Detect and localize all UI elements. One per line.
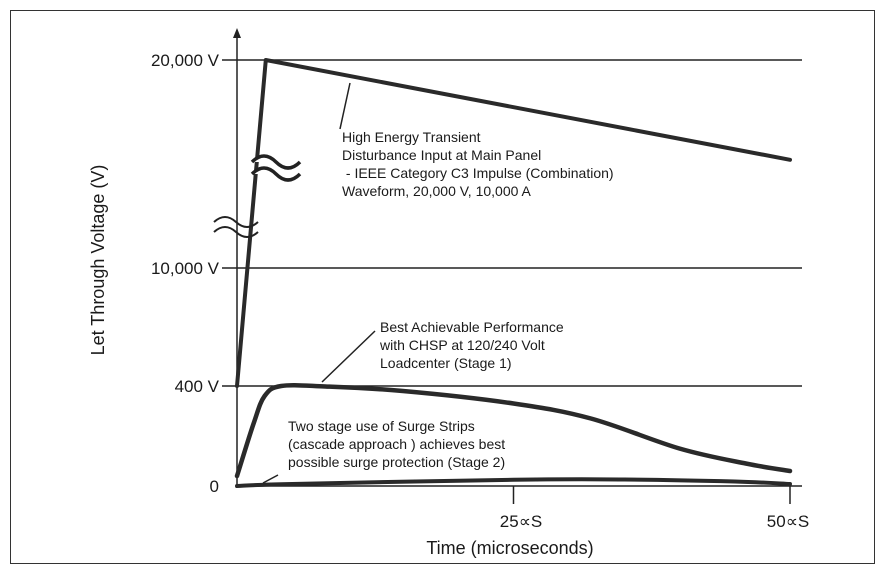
annotation-line: Waveform, 20,000 V, 10,000 A: [342, 183, 532, 199]
y-axis-title: Let Through Voltage (V): [88, 165, 108, 356]
y-tick-label-0: 0: [210, 477, 219, 496]
y-tick-label-20000: 20,000 V: [151, 51, 220, 70]
leader-line-high-energy: [339, 82, 351, 130]
series-line-stage-1: [234, 382, 793, 479]
annotation-line: - IEEE Category C3 Impulse (Combination): [342, 165, 614, 181]
annotation-stage-2: Two stage use of Surge Strips (cascade a…: [288, 418, 505, 470]
annotation-line: Best Achievable Performance: [380, 319, 564, 335]
annotation-line: possible surge protection (Stage 2): [288, 454, 505, 470]
series-line-high-energy: [235, 58, 792, 388]
x-ticks: [512, 486, 791, 504]
annotation-line: (cascade approach ) achieves best: [288, 436, 505, 452]
axis-break-mark-lower: [213, 216, 259, 238]
leader-line-stage-1: [321, 330, 376, 383]
y-axis-arrow-icon: [233, 28, 241, 38]
annotation-stage-1: Best Achievable Performance with CHSP at…: [379, 319, 564, 371]
x-axis-title: Time (microseconds): [426, 538, 593, 558]
axis-break-mark-upper: [250, 154, 302, 182]
x-tick-label-25: 25∝S: [500, 512, 542, 531]
annotation-line: High Energy Transient: [342, 129, 481, 145]
x-tick-label-50: 50∝S: [767, 512, 809, 531]
y-tick-label-400: 400 V: [175, 377, 220, 396]
annotation-line: Disturbance Input at Main Panel: [342, 147, 541, 163]
annotation-high-energy: High Energy Transient Disturbance Input …: [342, 129, 614, 199]
series-line-stage-2: [235, 477, 792, 488]
y-tick-label-10000: 10,000 V: [151, 259, 220, 278]
annotation-line: Loadcenter (Stage 1): [380, 355, 512, 371]
axis-break-marks: [213, 154, 302, 238]
leader-line-stage-2: [262, 474, 279, 484]
series-layer: [234, 58, 793, 488]
annotation-line: with CHSP at 120/240 Volt: [379, 337, 545, 353]
chart-frame: [10, 10, 875, 564]
annotation-line: Two stage use of Surge Strips: [288, 418, 475, 434]
